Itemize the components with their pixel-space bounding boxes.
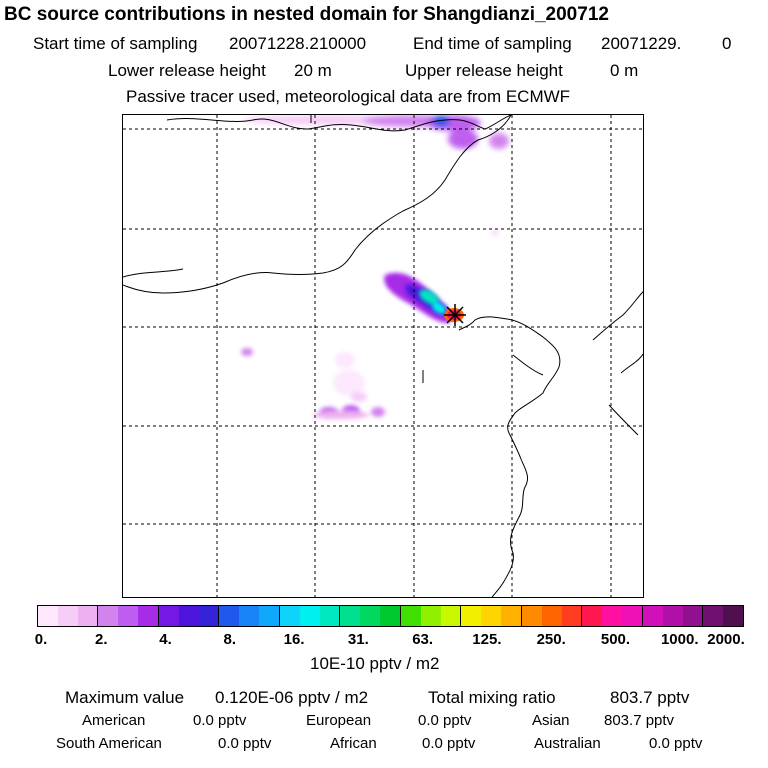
colorbar-tick-label: 1000.	[660, 631, 699, 648]
colorbar-swatch	[642, 606, 663, 626]
colorbar-swatch	[501, 606, 522, 626]
start-time-value: 20071228.210000	[229, 34, 367, 53]
colorbar-unit: 10E-10 pptv / m2	[310, 654, 440, 673]
model-note: Passive tracer used, meteorological data…	[126, 87, 571, 106]
lower-release-label: Lower release height	[108, 61, 266, 80]
colorbar-swatch	[481, 606, 502, 626]
colorbar-swatch	[582, 606, 603, 626]
colorbar-tick-label: 31.	[347, 631, 369, 648]
colorbar-swatch	[541, 606, 562, 626]
region-name: African	[330, 735, 377, 752]
colorbar-swatch	[703, 606, 724, 626]
max-value: 0.120E-06 pptv / m2	[215, 688, 369, 707]
colorbar-tick-label: 500.	[600, 631, 631, 648]
region-value: 0.0 pptv	[218, 735, 272, 752]
max-value-label: Maximum value	[65, 688, 185, 707]
colorbar-tick-label: 250.	[536, 631, 566, 648]
colorbar-swatch	[682, 606, 704, 626]
region-name: Australian	[534, 735, 601, 752]
colorbar-swatch	[622, 606, 643, 626]
colorbar-tick-label: 2000.	[707, 631, 745, 648]
upper-release-value: 0 m	[610, 61, 639, 80]
southern-patches	[241, 348, 385, 419]
plot-title: BC source contributions in nested domain…	[4, 4, 609, 25]
colorbar-swatch	[118, 606, 139, 626]
lower-release-value: 20 m	[294, 61, 332, 80]
colorbar-swatch	[38, 606, 58, 626]
end-time-value-tail: 0	[722, 34, 732, 53]
colorbar-swatch	[662, 606, 683, 626]
northern-plume	[243, 115, 509, 235]
start-time-label: Start time of sampling	[33, 34, 198, 53]
region-name: American	[82, 712, 146, 729]
region-name: Asian	[532, 712, 570, 729]
colorbar-swatch	[239, 606, 260, 626]
colorbar-swatch	[723, 606, 743, 626]
colorbar-swatch	[461, 606, 482, 626]
colorbar-swatch	[259, 606, 280, 626]
colorbar-swatch	[400, 606, 421, 626]
region-value: 0.0 pptv	[649, 735, 703, 752]
colorbar	[37, 605, 744, 627]
colorbar-tick-label: 0.	[34, 631, 48, 648]
colorbar-swatch	[178, 606, 199, 626]
region-value: 803.7 pptv	[604, 712, 675, 729]
colorbar-swatch	[77, 606, 99, 626]
colorbar-swatch	[420, 606, 441, 626]
colorbar-swatch	[98, 606, 119, 626]
colorbar-swatch	[219, 606, 240, 626]
end-time-label: End time of sampling	[413, 34, 572, 53]
colorbar-swatch	[340, 606, 361, 626]
colorbar-swatch	[561, 606, 583, 626]
colorbar-swatch	[158, 606, 179, 626]
colorbar-swatch	[319, 606, 341, 626]
graticule	[123, 115, 643, 597]
region-name: European	[306, 712, 372, 729]
colorbar-tick-label: 2.	[95, 631, 108, 648]
colorbar-swatch	[138, 606, 159, 626]
region-name: South American	[56, 735, 162, 752]
total-mixing-label: Total mixing ratio	[428, 688, 556, 707]
region-value: 0.0 pptv	[193, 712, 247, 729]
upper-release-label: Upper release height	[405, 61, 563, 80]
colorbar-swatch	[198, 606, 220, 626]
colorbar-swatch	[521, 606, 542, 626]
region-value: 0.0 pptv	[418, 712, 472, 729]
colorbar-swatch	[380, 606, 401, 626]
total-mixing-value: 803.7 pptv	[610, 688, 690, 707]
colorbar-tick-label: 8.	[223, 631, 237, 648]
colorbar-swatch	[57, 606, 78, 626]
colorbar-tick-label: 63.	[412, 631, 434, 648]
map-panel	[122, 114, 644, 598]
map-canvas	[123, 115, 643, 597]
end-time-value: 20071229.	[601, 34, 682, 53]
colorbar-swatch	[279, 606, 300, 626]
colorbar-swatch	[602, 606, 623, 626]
colorbar-tick-label: 125.	[472, 631, 502, 648]
colorbar-swatch	[440, 606, 462, 626]
star-marker-icon	[444, 304, 466, 326]
coastlines	[123, 115, 643, 597]
colorbar-tick-label: 4.	[159, 631, 172, 648]
colorbar-swatch	[360, 606, 381, 626]
colorbar-swatch	[299, 606, 320, 626]
colorbar-tick-label: 16.	[283, 631, 305, 648]
region-value: 0.0 pptv	[422, 735, 476, 752]
